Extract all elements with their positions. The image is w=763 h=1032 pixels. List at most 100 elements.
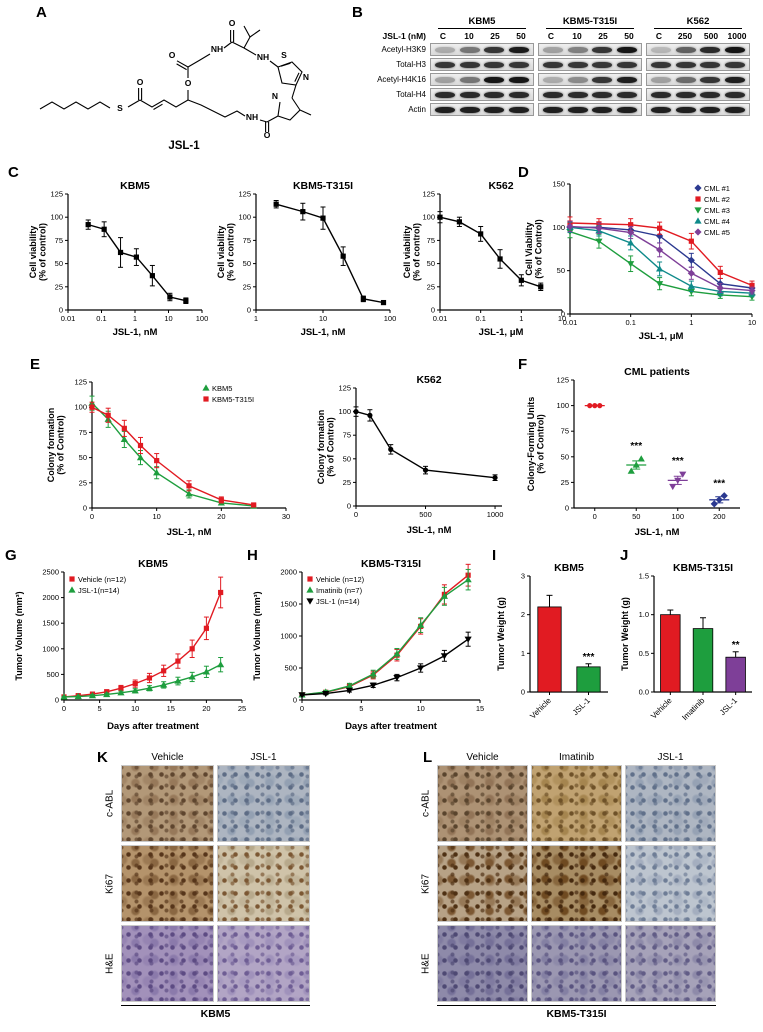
blot-row: Actin [366, 103, 762, 116]
significance-label: *** [630, 441, 642, 452]
blot-dose-row: JSL-1 (nM) C 10 25 50 C 10 25 50 C 250 500 1000 [366, 31, 762, 41]
blot-band [616, 106, 637, 113]
x-tick-label: 20 [202, 704, 210, 713]
blot-lane [507, 74, 532, 85]
blot-group-header: KBM5-T315I [538, 16, 642, 29]
blot-lane [698, 44, 723, 55]
blot-group-header: KBM5 [430, 16, 534, 29]
blot-lane [507, 59, 532, 70]
y-tick-label: 75 [427, 236, 435, 245]
chart-svg-J: 0.0 0.5 1.0 1.5 KBM5-T315I Tumor Weight (g) Ve… [620, 562, 752, 723]
blot-lane [482, 44, 507, 55]
panel-label-e: E [30, 356, 41, 373]
blot-lane [698, 104, 723, 115]
x-tick-label: 0.1 [96, 314, 106, 323]
y-tick-label: 0 [521, 688, 525, 697]
ihc-row: c-ABL [418, 765, 716, 842]
ihc-header-row: Vehicle JSL-1 [102, 752, 310, 763]
ihc-image-ki67-vehicle [121, 845, 214, 922]
blot-strip [430, 58, 534, 71]
x-tick-label: 0.01 [433, 314, 448, 323]
blot-row-label: Acetyl-H4K16 [377, 75, 426, 84]
y-axis-label: Cell viability [28, 226, 38, 279]
compound-name: JSL-1 [168, 140, 200, 152]
dose-value: 25 [490, 31, 500, 41]
blot-lane [458, 44, 483, 55]
dose-value: 500 [703, 31, 719, 41]
blot-lane [649, 104, 674, 115]
blot-band [435, 106, 456, 113]
ihc-image-ki67-jsl-1 [625, 845, 716, 922]
blot-lane [698, 59, 723, 70]
y-tick-label: 1000 [42, 644, 59, 653]
blot-lane [723, 89, 748, 100]
blot-lane [482, 74, 507, 85]
blot-band [543, 76, 564, 83]
chart-tumor-volume-kbm5: 0 500 1000 1500 2000 2500 KBM5 Days after treat… [12, 556, 250, 732]
y-tick-label: 75 [243, 236, 251, 245]
blot-lane [723, 44, 748, 55]
y-tick-label: 0.0 [639, 688, 649, 697]
blot-lane [433, 44, 458, 55]
ihc-caption: KBM5-T315I [437, 1005, 716, 1020]
y-tick-label: 0 [293, 696, 297, 705]
ihc-image-ki67-imatinib [531, 845, 622, 922]
dose-axis-label: JSL-1 (nM) [382, 31, 426, 41]
blot-lane [698, 74, 723, 85]
y-tick-label: 125 [74, 378, 87, 387]
y-tick-label: 125 [556, 376, 569, 385]
blot-band [675, 61, 696, 68]
dose-value: C [439, 31, 447, 41]
blot-lane [507, 104, 532, 115]
blot-row: Acetyl-H3K9 [366, 43, 762, 56]
y-tick-label: 2500 [42, 568, 59, 577]
legend-label: JSL-1 (n=14) [316, 597, 360, 606]
y-tick-label: 0 [561, 310, 565, 319]
chart-title: KBM5-T315I [293, 180, 353, 192]
chart-svg-D: 0 50 100 150 JSL-1, μM Cell Viability (% of Co… [524, 180, 756, 343]
x-tick-label: 10 [416, 704, 424, 713]
y-tick-label: 500 [46, 670, 59, 679]
blot-band [724, 61, 745, 68]
blot-strip [538, 73, 642, 86]
atom-s-thiazole: S [281, 50, 287, 60]
chart-tumor-volume-kbm5-t315i: 0 500 1000 1500 2000 KBM5-T315I Days after tre… [250, 556, 488, 732]
dose-values: C 10 25 50 [538, 31, 642, 41]
y-tick-label: 1500 [280, 600, 297, 609]
chart-svg-C1: 0 25 50 75 100 125 KBM5 JSL-1, nM Cell viability… [28, 180, 208, 338]
significance-label: *** [583, 652, 595, 663]
blot-lane [590, 104, 615, 115]
y-tick-label: 50 [243, 259, 251, 268]
panel-b-western-blots: KBM5 KBM5-T315I K562 JSL-1 (nM) C 10 25 50 C 10 25… [366, 16, 762, 118]
blot-lane [482, 89, 507, 100]
ihc-header-row: Vehicle Imatinib JSL-1 [418, 752, 716, 763]
atom-o-carbonyl1: O [169, 50, 176, 60]
blot-band [543, 106, 564, 113]
blot-row-label: Total-H3 [396, 60, 426, 69]
y-tick-label: 25 [79, 478, 87, 487]
y-tick-label: 75 [343, 431, 351, 440]
atom-o-carbonyl2: O [229, 18, 236, 28]
chart-colony-k562: 0 25 50 75 100 125 K562 JSL-1, nM Colony formati… [316, 372, 514, 536]
ihc-column-header: JSL-1 [657, 752, 684, 763]
panel-a-chemical-structure: S O O O NH O NH S N N NH O JSL-1 [34, 8, 334, 158]
blot-band [675, 91, 696, 98]
x-tick-label: Vehicle [528, 696, 553, 721]
dose-value: 1000 [727, 31, 747, 41]
panel-l-ihc-kbm5-t315i: Vehicle Imatinib JSL-1 c-ABL Ki67 H&E KBM5-T31… [418, 752, 716, 1020]
blot-band [567, 76, 588, 83]
ihc-row: c-ABL [102, 765, 310, 842]
x-tick-label: Imatinib [680, 696, 707, 723]
blot-band [508, 46, 529, 53]
chart-tumor-weight-kbm5-t315i: 0.0 0.5 1.0 1.5 KBM5-T315I Tumor Weight (g) Ve… [618, 558, 762, 740]
legend-label: JSL-1(n=14) [78, 586, 120, 595]
y-tick-label: 50 [427, 259, 435, 268]
legend-label: CML #2 [704, 195, 730, 204]
x-tick-label: 0 [90, 512, 94, 521]
dose-value: C [655, 31, 663, 41]
y-tick-label: 0 [59, 306, 63, 315]
chart-title: K562 [488, 180, 513, 192]
blot-row-label: Acetyl-H3K9 [381, 45, 426, 54]
blot-strip [430, 43, 534, 56]
